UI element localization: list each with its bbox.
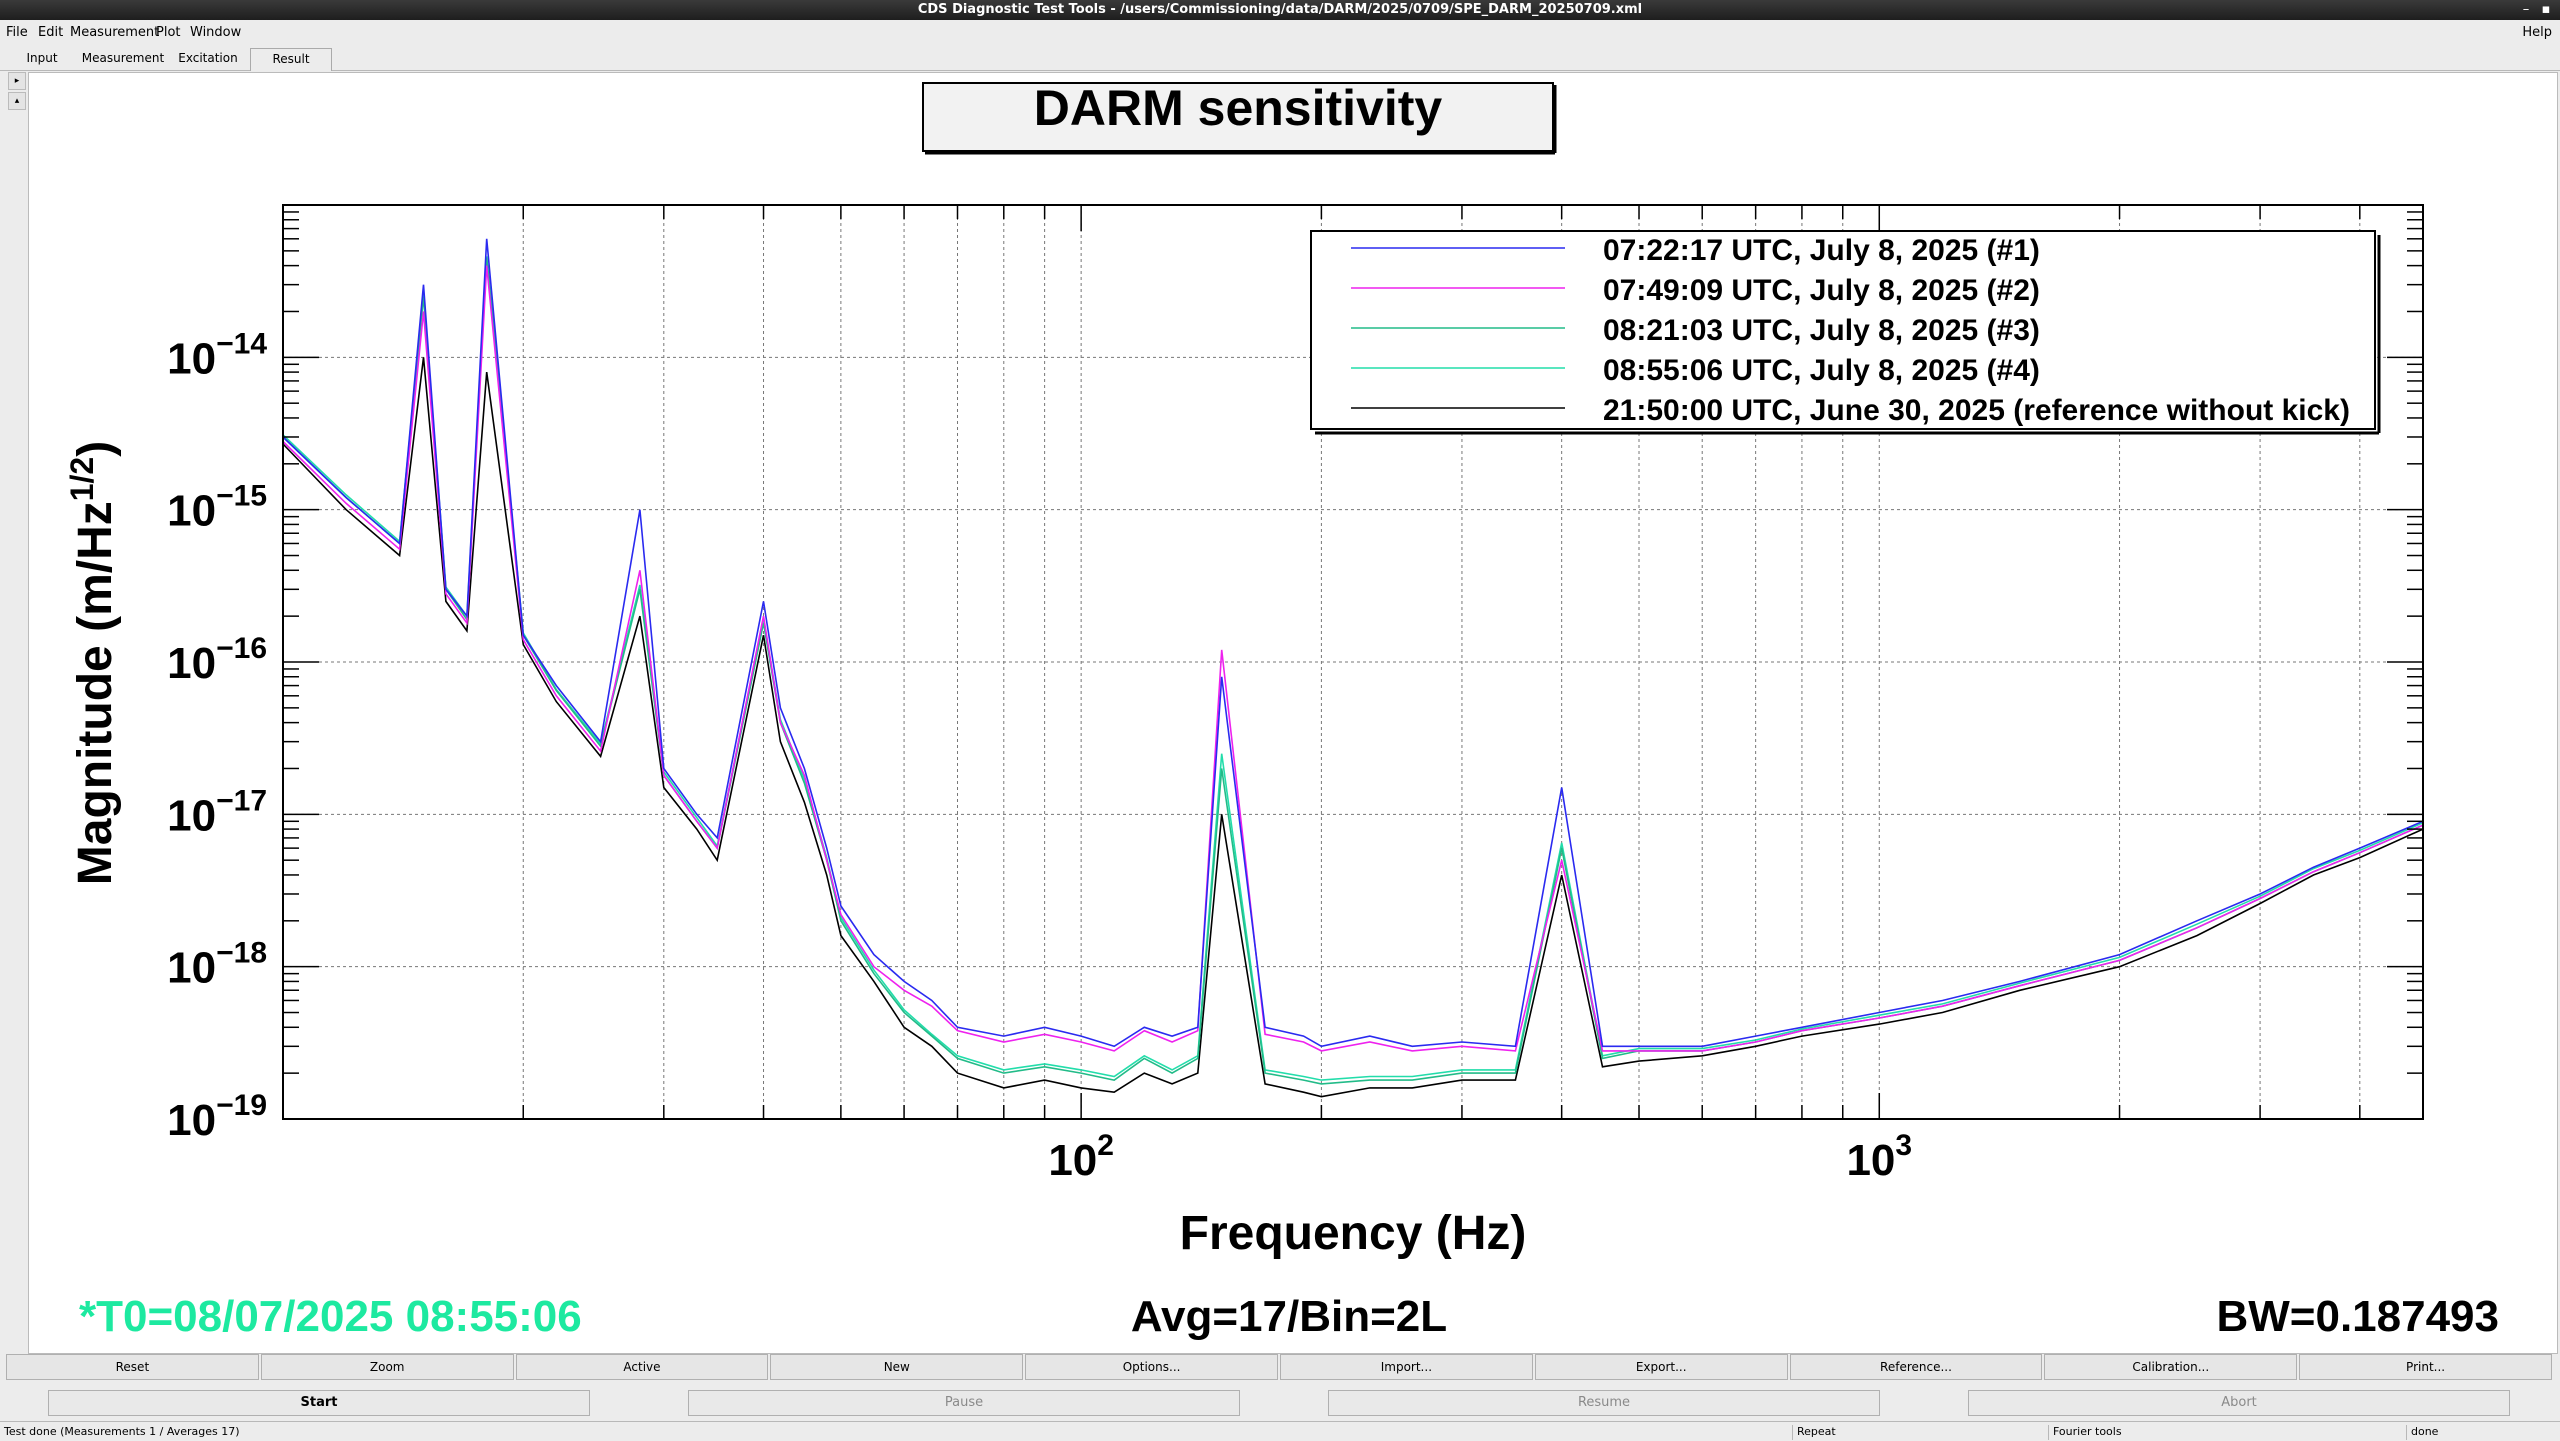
x-tick-label: 102	[1048, 1129, 1114, 1185]
x-axis-label: Frequency (Hz)	[1180, 1207, 1527, 1260]
menu-bar: File Edit Measurement Plot Window Help	[0, 21, 2560, 43]
status-tools: Fourier tools	[2048, 1425, 2122, 1440]
y-axis-label: Magnitude (m/Hz1/2)	[64, 441, 122, 885]
reset-button[interactable]: Reset	[6, 1354, 259, 1380]
window-titlebar: CDS Diagnostic Test Tools - /users/Commi…	[0, 0, 2560, 20]
pause-button[interactable]: Pause	[688, 1390, 1240, 1416]
y-axis-label-close: )	[69, 441, 122, 457]
legend-entry-label: 07:49:09 UTC, July 8, 2025 (#2)	[1603, 274, 2040, 307]
legend: 07:22:17 UTC, July 8, 2025 (#1) 07:49:09 …	[1310, 230, 2381, 435]
tab-input[interactable]: Input	[26, 51, 58, 65]
export-button[interactable]: Export...	[1534, 1354, 1788, 1380]
y-tick-label: 10−17	[167, 784, 267, 840]
calibration-button[interactable]: Calibration...	[2044, 1354, 2298, 1380]
chart-title-box	[922, 82, 1554, 152]
y-axis-label-main: Magnitude (m/Hz	[69, 501, 122, 885]
legend-entry-label: 08:21:03 UTC, July 8, 2025 (#3)	[1603, 314, 2040, 347]
series-line	[282, 357, 2424, 1098]
series-line	[282, 256, 2424, 1081]
reference-button[interactable]: Reference...	[1789, 1354, 2043, 1380]
t0-label: *T0=08/07/2025 08:55:06	[79, 1292, 582, 1341]
legend-entry-label: 08:55:06 UTC, July 8, 2025 (#4)	[1603, 354, 2040, 387]
window-title: CDS Diagnostic Test Tools - /users/Commi…	[917, 2, 1643, 17]
import-button[interactable]: Import...	[1279, 1354, 1533, 1380]
plot-button-row: Reset Zoom Active New Options... Import.…	[6, 1354, 2554, 1380]
y-tick-label: 10−16	[167, 632, 267, 688]
resume-button[interactable]: Resume	[1328, 1390, 1880, 1416]
status-repeat: Repeat	[1792, 1425, 1836, 1440]
minimize-icon[interactable]: –	[2522, 2, 2530, 17]
series-layer	[282, 238, 2424, 1098]
tick-layer	[282, 204, 2423, 1120]
print-button[interactable]: Print...	[2299, 1354, 2552, 1380]
maximize-icon[interactable]: ▪	[2541, 2, 2551, 17]
menu-window[interactable]: Window	[190, 25, 242, 40]
axis-label-layer: 10−14 10−15 10−16 10−17 10−18 10−19 102 103	[167, 327, 1912, 1185]
menu-edit[interactable]: Edit	[38, 25, 64, 40]
status-message: Test done (Measurements 1 / Averages 17)	[4, 1425, 240, 1438]
chart-title: DARM sensitivity	[1034, 80, 1443, 136]
status-state: done	[2406, 1425, 2438, 1440]
side-arrows: ▸ ▴	[8, 72, 26, 112]
run-control-row: Start Pause Resume Abort	[0, 1390, 2560, 1418]
new-button[interactable]: New	[770, 1354, 1024, 1380]
abort-button[interactable]: Abort	[1968, 1390, 2510, 1416]
bandwidth-label: BW=0.187493	[2216, 1292, 2499, 1341]
active-button[interactable]: Active	[515, 1354, 769, 1380]
plot-canvas[interactable]: 10−14 10−15 10−16 10−17 10−18 10−19 102 103 DAR…	[28, 72, 2558, 1354]
legend-entry-label: 07:22:17 UTC, July 8, 2025 (#1)	[1603, 234, 2040, 267]
series-line	[282, 238, 2424, 1048]
menu-help[interactable]: Help	[2522, 25, 2552, 40]
tab-result[interactable]: Result	[250, 48, 332, 71]
y-axis-label-sup: 1/2	[64, 457, 100, 501]
chart-svg[interactable]: 10−14 10−15 10−16 10−17 10−18 10−19 102 103 DAR…	[29, 73, 2557, 1353]
arrow-right-icon[interactable]: ▸	[8, 72, 26, 90]
legend-box	[1310, 230, 2376, 430]
y-tick-label: 10−15	[167, 480, 267, 536]
y-tick-label: 10−14	[167, 327, 267, 383]
series-line	[282, 265, 2424, 1052]
zoom-button[interactable]: Zoom	[260, 1354, 514, 1380]
legend-entry-label: 21:50:00 UTC, June 30, 2025 (reference w…	[1603, 394, 2350, 427]
y-tick-label: 10−18	[167, 937, 267, 993]
start-button[interactable]: Start	[48, 1390, 590, 1416]
options-button[interactable]: Options...	[1025, 1354, 1278, 1380]
menu-file[interactable]: File	[6, 25, 28, 40]
status-bar: Test done (Measurements 1 / Averages 17)…	[0, 1421, 2560, 1441]
menu-plot[interactable]: Plot	[156, 25, 181, 40]
y-tick-label: 10−19	[167, 1089, 267, 1145]
x-tick-label: 103	[1846, 1129, 1912, 1185]
avg-bin-label: Avg=17/Bin=2L	[1131, 1292, 1447, 1341]
tab-excitation[interactable]: Excitation	[178, 51, 238, 65]
menu-measurement[interactable]: Measurement	[70, 25, 160, 40]
arrow-up-icon[interactable]: ▴	[8, 92, 26, 110]
tab-measurement[interactable]: Measurement	[81, 51, 165, 65]
tab-bar: Input Measurement Excitation Result	[0, 44, 2560, 71]
